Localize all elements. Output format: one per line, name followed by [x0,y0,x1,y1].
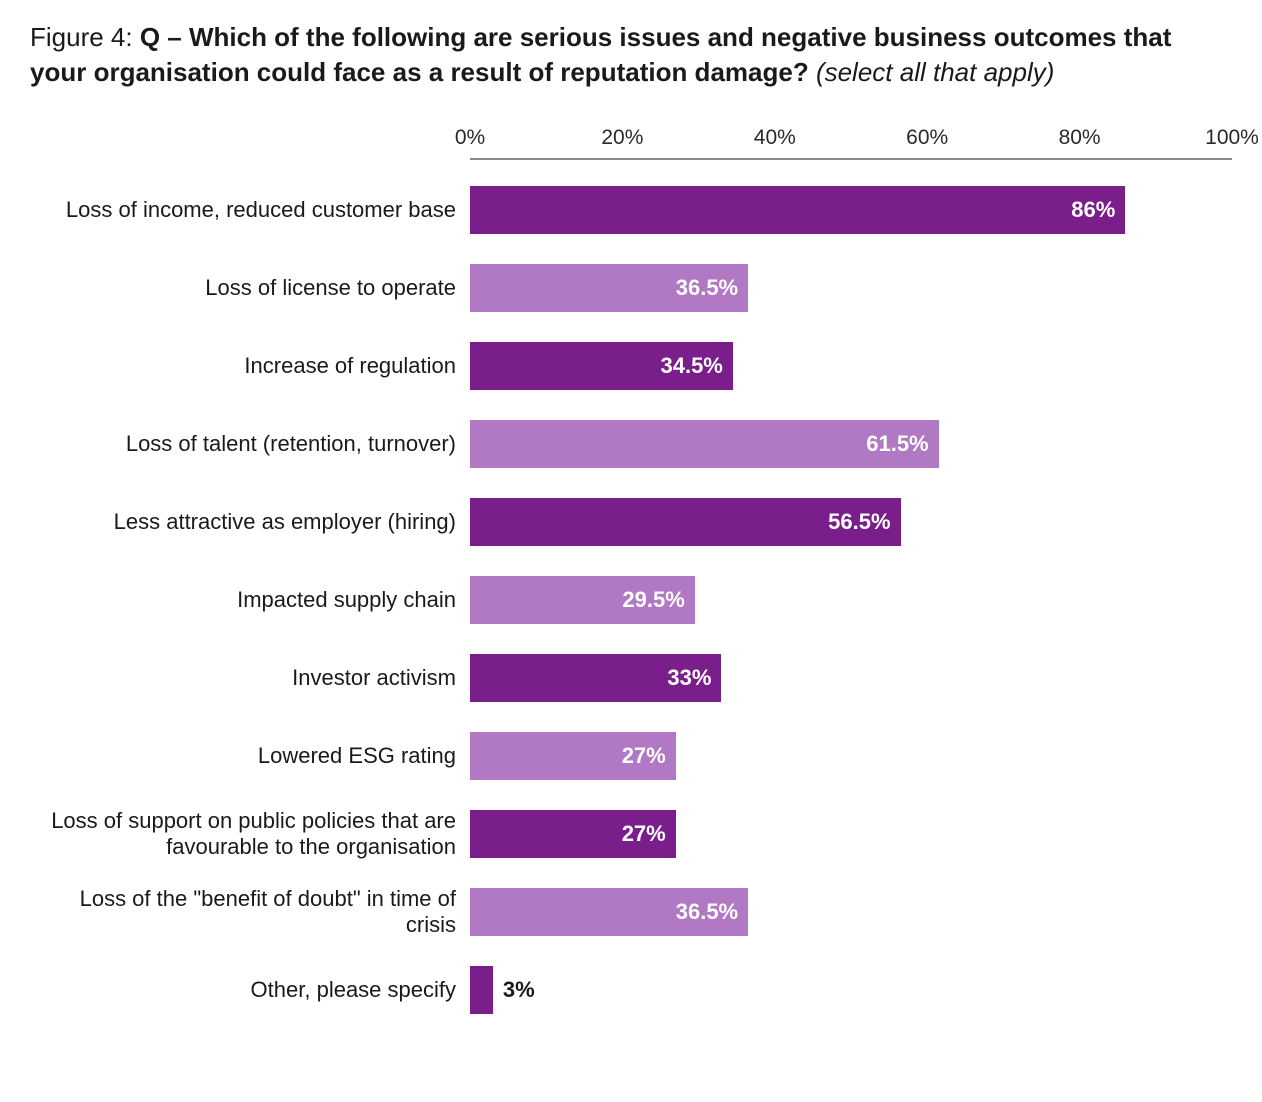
bar-value-label: 33% [667,665,711,691]
bars-column: 0%20%40%60%80%100% 86%36.5%34.5%61.5%56.… [470,120,1232,1036]
bar: 33% [470,654,721,702]
bar-wrapper: 29.5% [470,576,1232,624]
bar-value-label: 34.5% [660,353,722,379]
bar-wrapper: 3% [470,966,1232,1014]
bar-label: Loss of talent (retention, turnover) [30,431,470,457]
bar-wrapper: 27% [470,732,1232,780]
axis-spacer [30,120,470,160]
bar-label: Loss of support on public policies that … [30,808,470,860]
bar-label: Lowered ESG rating [30,743,470,769]
bar-label: Less attractive as employer (hiring) [30,509,470,535]
bar [470,966,493,1014]
bar-label: Loss of income, reduced customer base [30,197,470,223]
labels-column: Loss of income, reduced customer base Los… [30,120,470,1036]
axis-tick-label: 80% [1059,126,1101,150]
bar: 36.5% [470,264,748,312]
axis-tick-label: 0% [455,126,485,150]
bar-wrapper: 61.5% [470,420,1232,468]
bar-value-label: 56.5% [828,509,890,535]
bar: 86% [470,186,1125,234]
bar-value-label: 86% [1071,197,1115,223]
bar-value-label: 27% [622,743,666,769]
bar-label: Increase of regulation [30,353,470,379]
axis-tick-label: 20% [601,126,643,150]
bar: 61.5% [470,420,939,468]
bar-wrapper: 86% [470,186,1232,234]
bar-wrapper: 27% [470,810,1232,858]
bar: 29.5% [470,576,695,624]
bar-value-label: 27% [622,821,666,847]
axis-tick-label: 40% [754,126,796,150]
bar-wrapper: 36.5% [470,264,1232,312]
bar-chart: Loss of income, reduced customer base Los… [30,120,1232,1036]
bar-label: Loss of license to operate [30,275,470,301]
bar-value-label: 3% [503,977,535,1003]
bar-label: Other, please specify [30,977,470,1003]
bar-label: Loss of the "benefit of doubt" in time o… [30,886,470,938]
bar: 27% [470,732,676,780]
bar-wrapper: 36.5% [470,888,1232,936]
bar: 27% [470,810,676,858]
bar-wrapper: 56.5% [470,498,1232,546]
bar-value-label: 61.5% [866,431,928,457]
figure-title: Figure 4: Q – Which of the following are… [30,20,1232,90]
bar-value-label: 36.5% [676,899,738,925]
bar-wrapper: 33% [470,654,1232,702]
bar: 56.5% [470,498,901,546]
figure-title-italic: (select all that apply) [809,57,1055,87]
x-axis: 0%20%40%60%80%100% [470,120,1232,160]
bar-label: Impacted supply chain [30,587,470,613]
bar-value-label: 36.5% [676,275,738,301]
figure-title-prefix: Figure 4: [30,22,140,52]
bar: 34.5% [470,342,733,390]
bar-label: Investor activism [30,665,470,691]
bar-wrapper: 34.5% [470,342,1232,390]
bar-value-label: 29.5% [622,587,684,613]
axis-tick-label: 100% [1205,126,1259,150]
bar: 36.5% [470,888,748,936]
axis-tick-label: 60% [906,126,948,150]
